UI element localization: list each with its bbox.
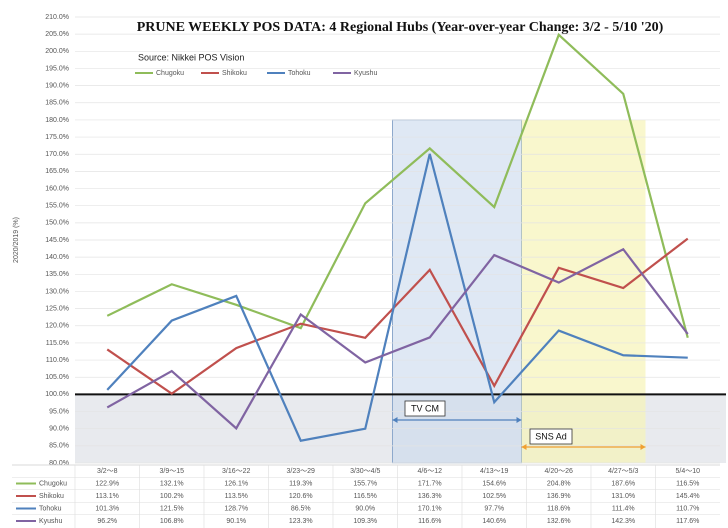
table-cell: 171.7% [418,480,442,487]
table-cell: 117.6% [676,518,699,525]
table-cell: 96.2% [97,518,117,525]
y-axis-label: 2020/2019 (%) [13,217,20,263]
y-tick-label: 135.0% [45,271,69,278]
y-tick-label: 170.0% [45,151,69,158]
table-cell: 116.6% [418,518,441,525]
x-tick-label: 5/4〜10 [675,468,700,475]
x-tick-label: 4/20〜26 [545,468,574,475]
table-cell: 119.3% [289,480,312,487]
table-cell: 136.9% [547,493,571,500]
legend-label: Shikoku [222,70,247,77]
source: Source: Nikkei POS Vision [138,52,244,62]
legend-label: Tohoku [288,70,311,77]
y-tick-label: 195.0% [45,65,69,72]
table-cell: 110.7% [676,505,699,512]
table-cell: 142.3% [611,518,635,525]
table-cell: 116.5% [676,480,699,487]
table-cell: 113.5% [225,493,248,500]
x-tick-label: 4/13〜19 [480,468,509,475]
x-tick-label: 3/2〜8 [97,468,118,475]
table-cell: 128.7% [224,505,248,512]
table-cell: 90.1% [226,518,246,525]
annotation-box [529,428,573,445]
table-cell: 97.7% [484,505,504,512]
table-cell: 122.9% [95,480,119,487]
table-cell: 154.6% [482,480,506,487]
x-tick-label: 4/6〜12 [417,468,442,475]
table-cell: 121.5% [160,505,184,512]
series-line [106,32,689,339]
y-tick-label: 130.0% [45,288,69,295]
table-cell: 86.5% [291,505,311,512]
y-tick-label: 190.0% [45,82,69,89]
y-tick-label: 125.0% [45,305,69,312]
table-cell: 100.2% [160,493,184,500]
annotation: SNS Ad [535,431,567,441]
table-cell: 155.7% [353,480,377,487]
chart-title: PRUNE WEEKLY POS DATA: 4 Regional Hubs (… [137,20,664,35]
y-tick-label: 95.0% [49,408,69,415]
table-cell: 136.3% [418,493,442,500]
x-tick-label: 3/9〜15 [159,468,184,475]
series-line [106,237,689,396]
y-tick-label: 160.0% [45,185,69,192]
table-cell: 126.1% [224,480,248,487]
table-cell: 145.4% [676,493,700,500]
y-tick-label: 100.0% [45,391,69,398]
table-cell: 132.6% [547,518,571,525]
y-tick-label: 140.0% [45,254,69,261]
y-tick-label: 105.0% [45,374,69,381]
table-cell: 118.6% [547,505,570,512]
y-tick-label: 175.0% [45,134,69,141]
table-cell: 90.0% [355,505,375,512]
table-cell: 187.6% [611,480,635,487]
table-row-label: Tohoku [39,505,62,512]
table-cell: 132.1% [160,480,184,487]
table-cell: 123.3% [289,518,313,525]
legend-label: Chugoku [156,70,184,77]
y-tick-label: 210.0% [45,14,69,21]
y-tick-label: 180.0% [45,117,69,124]
table-cell: 101.3% [95,505,119,512]
table-cell: 113.1% [96,493,119,500]
y-tick-label: 165.0% [45,168,69,175]
table-cell: 106.8% [160,518,184,525]
legend-label: Kyushu [354,70,377,77]
x-tick-label: 3/30〜4/5 [350,468,380,475]
y-tick-label: 90.0% [49,426,69,433]
y-tick-label: 145.0% [45,237,69,244]
y-tick-label: 200.0% [45,48,69,55]
y-tick-label: 150.0% [45,220,69,227]
y-tick-label: 110.0% [46,357,69,364]
x-tick-label: 4/27〜5/3 [608,468,638,475]
y-tick-label: 115.0% [46,340,69,347]
table-cell: 116.5% [354,493,377,500]
table-row-label: Kyushu [39,518,62,525]
table-cell: 109.3% [353,518,377,525]
table-cell: 204.8% [547,480,571,487]
y-tick-label: 205.0% [45,31,69,38]
y-tick-label: 120.0% [45,323,69,330]
table-row-label: Chugoku [39,480,67,487]
y-tick-label: 85.0% [49,443,69,450]
table-row-label: Shikoku [39,493,64,500]
y-tick-label: 155.0% [45,203,69,210]
x-tick-label: 3/23〜29 [287,468,316,475]
table-cell: 131.0% [611,493,635,500]
table-cell: 170.1% [418,505,442,512]
table-cell: 120.6% [289,493,313,500]
table-cell: 102.5% [482,493,506,500]
x-tick-label: 3/16〜22 [222,468,251,475]
y-tick-label: 80.0% [49,460,69,467]
series-line [106,247,689,431]
y-tick-label: 185.0% [45,100,69,107]
table-cell: 111.4% [612,505,635,512]
annotation: TV CM [411,403,439,413]
annotation-box [404,400,446,417]
table-cell: 140.6% [482,518,506,525]
series-line [106,153,688,442]
